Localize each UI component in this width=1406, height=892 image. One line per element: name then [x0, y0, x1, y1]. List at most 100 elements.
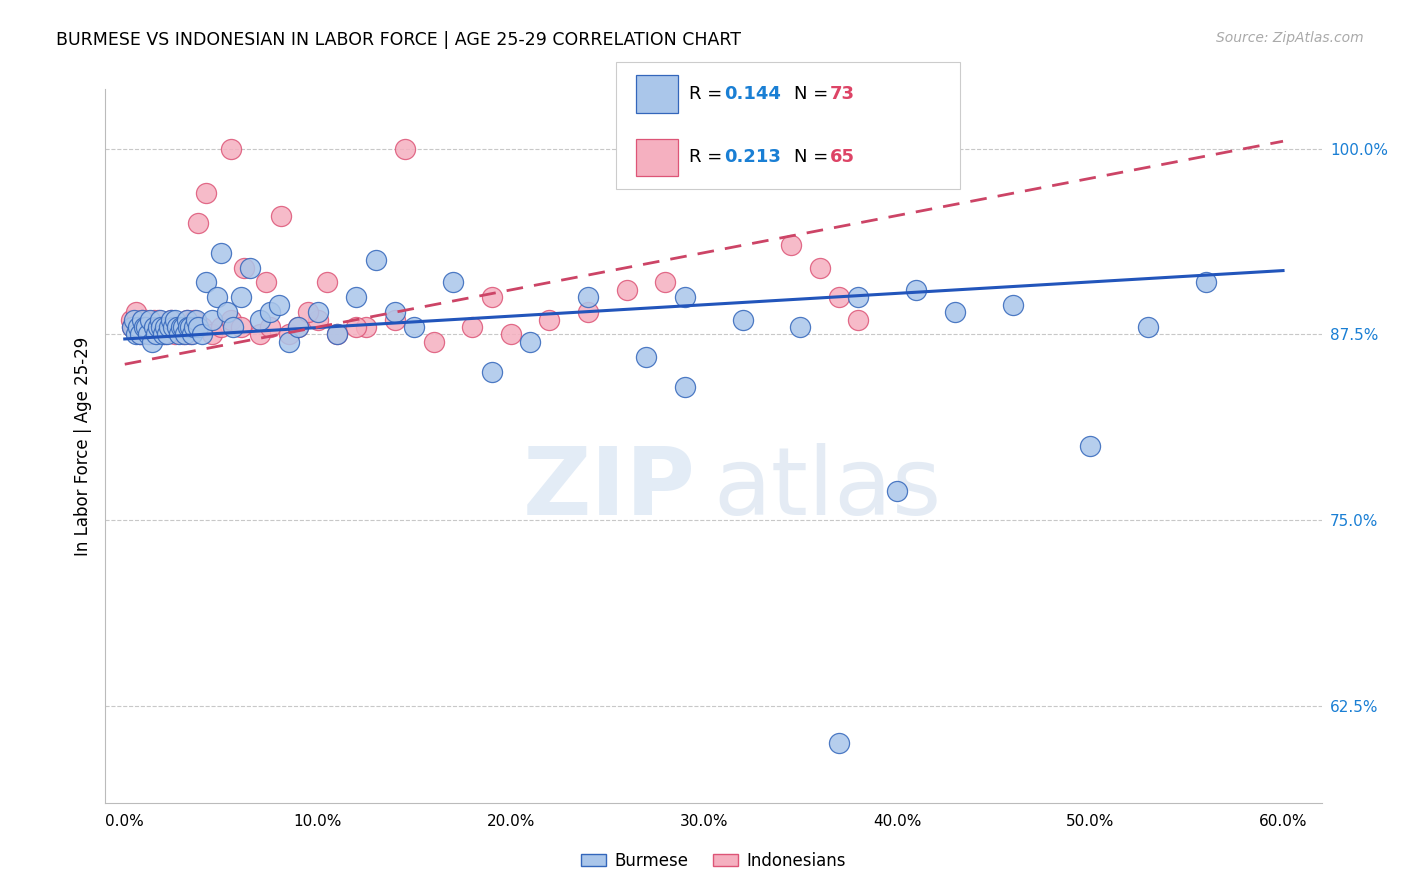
Point [141, 334, 163, 349]
Point [135, 320, 157, 334]
Point [148, 312, 170, 326]
Point [354, 320, 377, 334]
Text: atlas: atlas [713, 442, 942, 535]
Point [344, 320, 367, 334]
Point [229, 320, 252, 334]
Point [183, 312, 205, 326]
Point [187, 216, 209, 230]
Point [394, 142, 416, 156]
Point [131, 312, 153, 326]
Point [1078, 439, 1101, 453]
Point [307, 305, 329, 319]
Point [287, 320, 309, 334]
Text: Source: ZipAtlas.com: Source: ZipAtlas.com [1216, 31, 1364, 45]
Point [254, 276, 277, 290]
Point [229, 290, 252, 304]
Text: N =: N = [794, 148, 834, 167]
Point [194, 186, 217, 201]
Point [259, 305, 281, 319]
Point [167, 327, 190, 342]
Point [124, 320, 146, 334]
Point [129, 327, 152, 342]
Point [1136, 320, 1159, 334]
Point [146, 320, 169, 334]
Point [162, 320, 184, 334]
Point [172, 320, 194, 334]
Point [141, 320, 163, 334]
Point [179, 320, 201, 334]
Point [121, 320, 143, 334]
Point [219, 142, 242, 156]
Point [576, 305, 599, 319]
Point [145, 327, 167, 342]
Point [167, 320, 190, 334]
Text: R =: R = [689, 148, 728, 167]
Point [194, 276, 217, 290]
Point [422, 334, 444, 349]
Point [163, 327, 186, 342]
Point [183, 320, 205, 334]
Point [155, 320, 177, 334]
Point [136, 327, 159, 342]
Point [277, 334, 299, 349]
Point [181, 320, 204, 334]
Point [131, 312, 153, 326]
Point [1001, 298, 1024, 312]
Point [173, 327, 195, 342]
Point [326, 327, 349, 342]
Point [187, 320, 209, 334]
Point [173, 320, 195, 334]
Point [191, 320, 214, 334]
Point [384, 305, 406, 319]
Point [129, 327, 152, 342]
Point [519, 334, 541, 349]
Point [146, 312, 169, 326]
Point [905, 283, 928, 297]
Point [155, 327, 177, 342]
Point [181, 327, 204, 342]
Point [201, 327, 224, 342]
Point [127, 320, 149, 334]
Point [364, 253, 387, 268]
Point [176, 312, 198, 326]
Point [160, 312, 183, 326]
Point [209, 320, 232, 334]
Point [142, 320, 165, 334]
Point [269, 298, 291, 312]
Point [125, 327, 148, 342]
Point [207, 290, 229, 304]
Point [139, 327, 162, 342]
Point [125, 305, 148, 319]
Point [136, 320, 159, 334]
Point [156, 327, 179, 342]
Point [259, 320, 281, 334]
Point [404, 320, 426, 334]
Point [616, 283, 638, 297]
Point [186, 312, 208, 326]
Point [481, 290, 503, 304]
Point [316, 276, 339, 290]
Point [124, 312, 146, 326]
Point [673, 290, 696, 304]
Point [135, 312, 157, 326]
Point [201, 312, 224, 326]
Point [233, 260, 256, 275]
Point [886, 483, 908, 498]
Point [191, 327, 214, 342]
Point [1195, 276, 1218, 290]
Point [326, 327, 349, 342]
Text: 73: 73 [830, 85, 855, 103]
Point [307, 312, 329, 326]
Point [943, 305, 966, 319]
Point [160, 312, 183, 326]
Point [481, 365, 503, 379]
Point [222, 320, 245, 334]
Point [673, 379, 696, 393]
Point [297, 305, 319, 319]
Point [139, 312, 162, 326]
Point [148, 320, 170, 334]
Point [499, 327, 522, 342]
Text: N =: N = [794, 85, 834, 103]
Point [846, 290, 869, 304]
Point [576, 290, 599, 304]
